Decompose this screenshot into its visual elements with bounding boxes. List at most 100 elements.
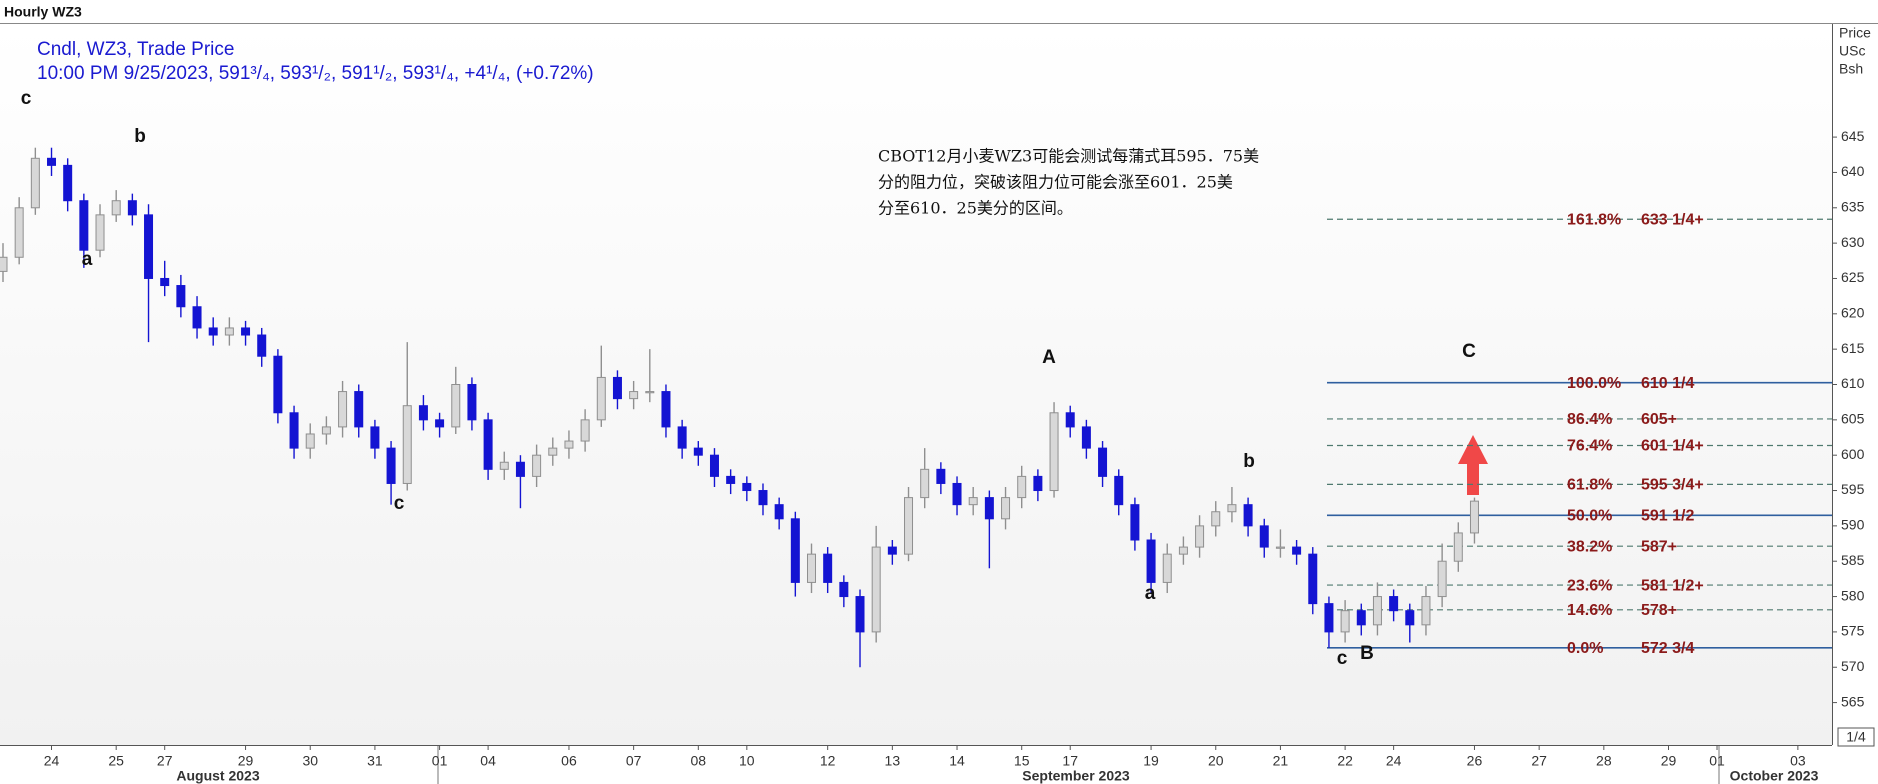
x-tick-label: 27 xyxy=(157,753,173,769)
wave-label: a xyxy=(82,249,93,270)
fib-price: 581 1/2+ xyxy=(1641,577,1704,594)
fib-pct: 14.6% xyxy=(1567,602,1612,619)
fib-price: 572 3/4 xyxy=(1641,640,1694,657)
candle-body xyxy=(1356,610,1366,626)
candle-body xyxy=(273,355,283,414)
y-tick-label: 580 xyxy=(1841,587,1865,603)
candle-body xyxy=(208,327,218,336)
x-tick-label: 10 xyxy=(739,753,755,769)
candle-body xyxy=(1130,504,1140,541)
y-tick-label: 640 xyxy=(1841,163,1865,179)
candle-body xyxy=(1372,596,1382,626)
fib-pct: 76.4% xyxy=(1567,438,1612,455)
fib-price: 605+ xyxy=(1641,411,1677,428)
legend-text: 10:00 PM 9/25/2023, 591³/₄, 593¹/₂, 591¹… xyxy=(37,63,594,84)
x-tick-label: 21 xyxy=(1273,753,1289,769)
axis-note: 1/4 xyxy=(1846,729,1866,745)
fib-price: 591 1/2 xyxy=(1641,507,1694,524)
annotation-text: 分的阻力位，突破该阻力位可能会涨至601．25美 xyxy=(878,173,1233,192)
candle-body xyxy=(709,454,719,477)
candle-body xyxy=(1437,560,1447,598)
x-tick-label: 27 xyxy=(1531,753,1547,769)
candle-body xyxy=(1114,475,1124,506)
candle-body xyxy=(95,214,105,251)
candle-body xyxy=(354,391,364,428)
candle-body xyxy=(257,334,267,357)
candle-body xyxy=(402,405,412,484)
candle-body xyxy=(1259,525,1269,548)
candle-body xyxy=(386,447,396,484)
candle-body xyxy=(726,475,736,484)
x-tick-label: 20 xyxy=(1208,753,1224,769)
legend-text: Cndl, WZ3, Trade Price xyxy=(37,39,234,60)
y-tick-label: 610 xyxy=(1841,375,1865,391)
candle-body xyxy=(774,504,784,520)
x-tick-label: 14 xyxy=(949,753,965,769)
fib-pct: 50.0% xyxy=(1567,507,1612,524)
candle-body xyxy=(920,468,930,499)
candle-body xyxy=(289,412,299,449)
candle-body xyxy=(1292,546,1302,555)
candle-body xyxy=(677,426,687,449)
candle-body xyxy=(1162,553,1172,583)
arrow-head xyxy=(1458,435,1488,464)
arrow-shaft xyxy=(1467,462,1479,495)
candle-body xyxy=(144,214,154,279)
candle-body xyxy=(984,497,994,520)
x-tick-label: 26 xyxy=(1467,753,1483,769)
y-axis-label: Bsh xyxy=(1839,61,1863,77)
candle-body xyxy=(435,419,445,428)
x-tick-label: 15 xyxy=(1014,753,1030,769)
y-tick-label: 635 xyxy=(1841,198,1865,214)
candle-body xyxy=(904,497,914,555)
candle-body xyxy=(1195,525,1205,548)
candle-body xyxy=(451,384,461,428)
wave-label: c xyxy=(1337,648,1348,669)
candle-body xyxy=(1324,603,1334,633)
candle-body xyxy=(758,490,768,506)
candle-body xyxy=(596,376,606,421)
x-tick-label: 29 xyxy=(1661,753,1677,769)
candle-body xyxy=(1243,504,1253,527)
x-tick-label: 19 xyxy=(1143,753,1159,769)
fib-price: 601 1/4+ xyxy=(1641,438,1704,455)
candle-body xyxy=(887,546,897,555)
candle-body xyxy=(564,440,574,449)
y-tick-label: 590 xyxy=(1841,517,1865,533)
candle-body xyxy=(1001,497,1011,520)
x-tick-label: 13 xyxy=(885,753,901,769)
candle-body xyxy=(1469,500,1479,534)
y-tick-label: 615 xyxy=(1841,340,1865,356)
axis-note-box xyxy=(1837,727,1875,747)
candle-body xyxy=(111,200,121,216)
x-tick-label: 30 xyxy=(302,753,318,769)
wave-label: c xyxy=(394,493,405,514)
annotation-text: CBOT12月小麦WZ3可能会测试每蒲式耳595．75美 xyxy=(878,147,1259,166)
x-tick-label: 12 xyxy=(820,753,836,769)
fib-price: 578+ xyxy=(1641,602,1677,619)
y-tick-label: 570 xyxy=(1841,658,1865,674)
plot-area xyxy=(0,24,1832,745)
candle-body xyxy=(14,207,24,258)
x-tick-label: 06 xyxy=(561,753,577,769)
candle-body xyxy=(580,419,590,442)
candle-body xyxy=(742,482,752,492)
y-tick-label: 645 xyxy=(1841,128,1865,144)
fib-pct: 38.2% xyxy=(1567,538,1612,555)
x-tick-label: 29 xyxy=(238,753,254,769)
fib-price: 595 3/4+ xyxy=(1641,477,1704,494)
x-tick-label: 03 xyxy=(1790,753,1806,769)
candle-body xyxy=(1033,475,1043,492)
month-label: August 2023 xyxy=(176,768,259,784)
candle-body xyxy=(160,277,170,287)
fib-pct: 0.0% xyxy=(1567,640,1603,657)
y-tick-label: 565 xyxy=(1841,693,1865,709)
candle-body xyxy=(661,391,671,428)
y-tick-label: 625 xyxy=(1841,269,1865,285)
candle-body xyxy=(1098,447,1108,477)
fib-pct: 100.0% xyxy=(1567,375,1621,392)
candle-body xyxy=(47,157,57,166)
candle-body xyxy=(1421,596,1431,626)
